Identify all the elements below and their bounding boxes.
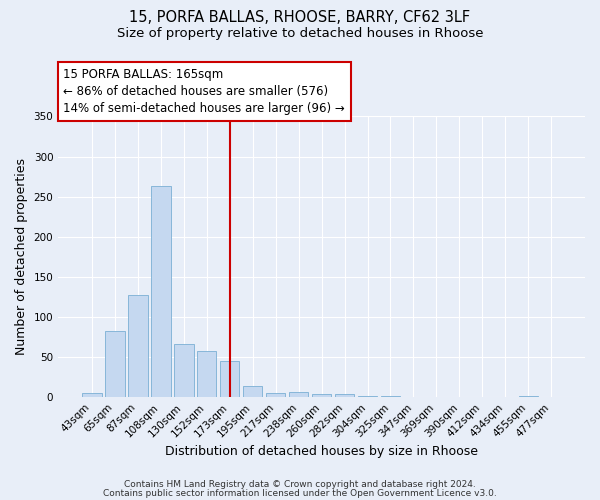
X-axis label: Distribution of detached houses by size in Rhoose: Distribution of detached houses by size … (165, 444, 478, 458)
Bar (266, 393, 286, 397)
Bar (82, 393, 101, 397)
Bar (128, 294, 148, 397)
Bar (151, 186, 170, 397)
Bar (312, 394, 331, 397)
Text: Contains HM Land Registry data © Crown copyright and database right 2024.: Contains HM Land Registry data © Crown c… (124, 480, 476, 489)
Bar (289, 392, 308, 397)
Bar (335, 394, 355, 397)
Bar (220, 361, 239, 397)
Text: 15, PORFA BALLAS, RHOOSE, BARRY, CF62 3LF: 15, PORFA BALLAS, RHOOSE, BARRY, CF62 3L… (130, 10, 470, 25)
Text: Size of property relative to detached houses in Rhoose: Size of property relative to detached ho… (117, 28, 483, 40)
Bar (174, 344, 194, 397)
Bar (518, 396, 538, 397)
Bar (105, 332, 125, 397)
Bar (358, 396, 377, 397)
Bar (381, 396, 400, 397)
Text: 15 PORFA BALLAS: 165sqm
← 86% of detached houses are smaller (576)
14% of semi-d: 15 PORFA BALLAS: 165sqm ← 86% of detache… (64, 68, 345, 115)
Text: Contains public sector information licensed under the Open Government Licence v3: Contains public sector information licen… (103, 488, 497, 498)
Bar (243, 386, 262, 397)
Bar (197, 352, 217, 397)
Y-axis label: Number of detached properties: Number of detached properties (15, 158, 28, 356)
